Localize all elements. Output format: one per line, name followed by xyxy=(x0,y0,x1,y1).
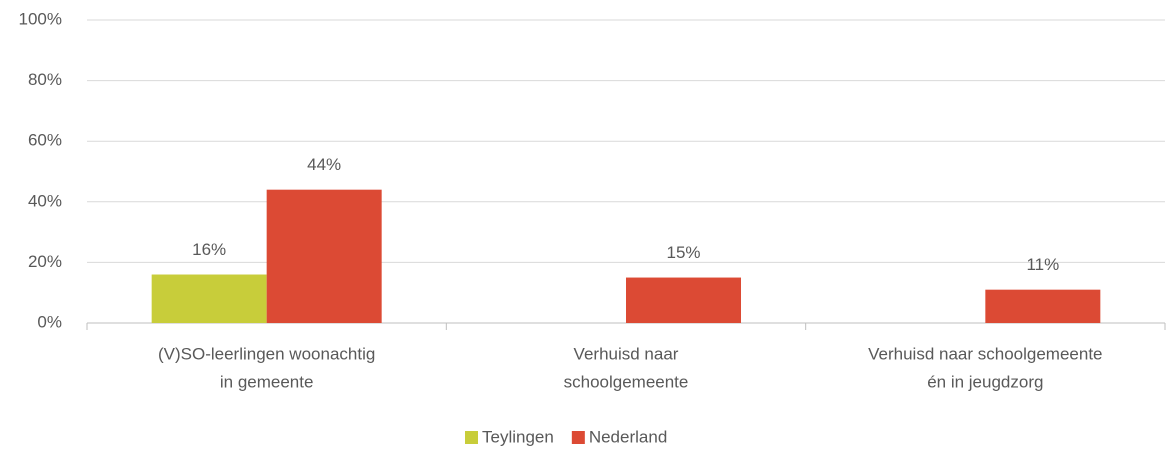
legend-label: Teylingen xyxy=(482,427,554,446)
y-tick-label: 40% xyxy=(28,191,62,210)
legend-label: Nederland xyxy=(589,427,667,446)
y-tick-label: 20% xyxy=(28,252,62,271)
bar xyxy=(151,274,267,323)
y-tick-label: 0% xyxy=(37,312,62,331)
x-tick-label: Verhuisd naar schoolgemeente xyxy=(868,344,1102,363)
x-tick-label: (V)SO-leerlingen woonachtig xyxy=(158,344,375,363)
x-tick-label: én in jeugdzorg xyxy=(927,372,1043,391)
bar xyxy=(626,277,741,323)
x-tick-label: in gemeente xyxy=(220,372,314,391)
bar xyxy=(266,189,382,323)
legend-swatch xyxy=(571,431,585,444)
data-label: 11% xyxy=(1026,255,1059,274)
y-tick-label: 100% xyxy=(19,9,62,28)
x-tick-label: schoolgemeente xyxy=(564,372,689,391)
y-tick-label: 80% xyxy=(28,70,62,89)
y-tick-label: 60% xyxy=(28,131,62,150)
data-label: 15% xyxy=(666,243,700,262)
bar xyxy=(985,289,1101,323)
data-label: 44% xyxy=(307,155,341,174)
data-label: 16% xyxy=(192,240,226,259)
legend-swatch xyxy=(465,431,478,444)
x-tick-label: Verhuisd naar xyxy=(574,344,679,363)
